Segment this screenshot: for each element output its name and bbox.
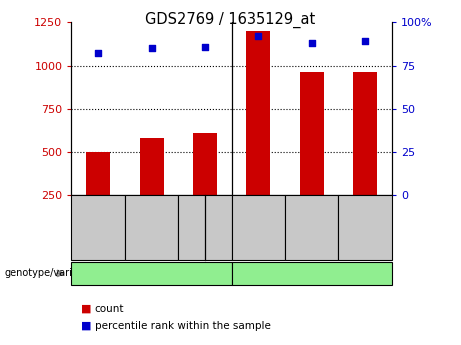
- Text: ■: ■: [81, 321, 91, 331]
- Point: [361, 39, 369, 44]
- Text: GSM91135: GSM91135: [147, 203, 156, 252]
- Bar: [140, 138, 164, 195]
- Point: [201, 44, 209, 49]
- Bar: [86, 152, 110, 195]
- Bar: [193, 133, 217, 195]
- Text: GSM91121: GSM91121: [307, 203, 316, 252]
- Point: [308, 40, 315, 46]
- Text: GSM91138: GSM91138: [201, 203, 209, 252]
- Bar: [353, 72, 377, 195]
- Bar: [246, 31, 270, 195]
- Text: count: count: [95, 304, 124, 314]
- Point: [254, 33, 262, 39]
- Text: GDS2769 / 1635129_at: GDS2769 / 1635129_at: [145, 12, 316, 28]
- Text: wild type: wild type: [126, 268, 177, 278]
- Point: [148, 46, 155, 51]
- Text: percentile rank within the sample: percentile rank within the sample: [95, 321, 271, 331]
- Text: genotype/variation: genotype/variation: [5, 268, 97, 278]
- Bar: [300, 72, 324, 195]
- Text: GSM91119: GSM91119: [254, 203, 263, 252]
- Text: GSM91133: GSM91133: [94, 203, 103, 252]
- Text: roX1 roX2 mutant: roX1 roX2 mutant: [262, 268, 361, 278]
- Text: ■: ■: [81, 304, 91, 314]
- Point: [95, 51, 102, 56]
- Text: GSM91131: GSM91131: [361, 203, 370, 252]
